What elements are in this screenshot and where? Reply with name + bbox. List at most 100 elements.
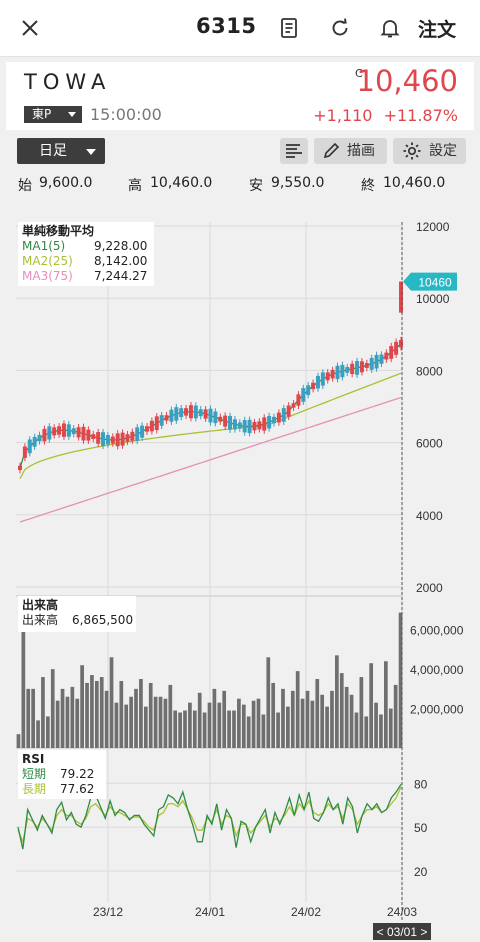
candle-body xyxy=(32,436,37,447)
candle-body xyxy=(47,426,52,440)
volume-bar xyxy=(183,710,187,748)
volume-tick-label: 2,000,000 xyxy=(410,703,464,717)
volume-bar xyxy=(129,696,133,748)
candle-body xyxy=(399,340,403,348)
ma1-label: MA1(5) xyxy=(22,239,66,253)
draw-button[interactable]: 描画 xyxy=(314,138,387,164)
close-icon[interactable] xyxy=(18,16,42,40)
rsi-title: RSI xyxy=(22,752,45,766)
indicator-list-button[interactable] xyxy=(280,138,308,164)
rsi-tick-label: 20 xyxy=(414,865,428,879)
last-price-tag xyxy=(403,272,457,291)
volume-bar xyxy=(364,716,369,748)
chart-canvas[interactable]: 23/12 24/01 24/02 24/0312000100008000600040… xyxy=(0,200,480,942)
change-percent: +11.87% xyxy=(383,106,458,125)
settings-button[interactable]: 設定 xyxy=(393,138,466,164)
volume-bar xyxy=(354,712,359,748)
rsi-legend: RSI 短期 79.22 長期 77.62 xyxy=(18,750,106,799)
candle-body xyxy=(330,369,335,379)
candle-body xyxy=(320,372,325,386)
candle-body xyxy=(379,354,384,364)
volume-bar xyxy=(300,698,305,748)
high-label: 高 xyxy=(128,178,142,194)
rsi-short-value: 79.22 xyxy=(60,767,95,781)
candle-body xyxy=(315,375,320,389)
volume-bar xyxy=(36,720,40,748)
candle-body xyxy=(110,436,115,444)
volume-bar xyxy=(232,710,236,748)
ma-legend-title: 単純移動平均 xyxy=(22,224,95,238)
quote-time: 15:00:00 xyxy=(90,105,162,124)
low-label: 安 xyxy=(249,178,263,194)
volume-bar xyxy=(369,663,374,748)
volume-bar xyxy=(114,702,119,748)
volume-bar xyxy=(251,700,256,748)
period-selector[interactable]: 日足 xyxy=(17,138,105,164)
gear-icon xyxy=(403,142,421,160)
candle-body xyxy=(164,415,169,421)
refresh-icon[interactable] xyxy=(328,16,352,40)
y-tick-label: 6000 xyxy=(416,437,443,451)
volume-bar xyxy=(207,702,212,748)
current-price: 10,460 xyxy=(356,64,458,98)
market-selector[interactable]: 東P xyxy=(24,106,82,123)
document-icon[interactable] xyxy=(277,16,301,40)
volume-bar xyxy=(134,688,138,748)
candle-body xyxy=(242,420,247,433)
volume-bar xyxy=(315,679,320,748)
volume-bar xyxy=(148,682,153,748)
high-value: 10,460.0 xyxy=(150,175,213,191)
volume-bar xyxy=(139,679,143,748)
volume-legend: 出来高 出来高 6,865,500 xyxy=(18,596,136,632)
candle-body xyxy=(140,425,145,438)
candle-body xyxy=(37,434,42,442)
candle-body xyxy=(359,361,364,373)
candle-body xyxy=(345,366,350,373)
candle-body xyxy=(218,416,223,422)
volume-bar xyxy=(222,690,227,748)
chevron-down-icon xyxy=(86,149,96,155)
volume-bar xyxy=(109,657,114,748)
candle-body xyxy=(120,432,125,446)
candle-body xyxy=(374,354,379,369)
candle-body xyxy=(169,409,174,422)
rsi-short-label: 短期 xyxy=(22,767,47,781)
volume-bar xyxy=(153,696,158,748)
volume-bar xyxy=(266,657,271,748)
candle-body xyxy=(228,416,233,430)
volume-bar xyxy=(305,690,310,748)
volume-bar xyxy=(45,716,50,748)
volume-bar xyxy=(188,702,192,748)
change-amount: +1,110 xyxy=(313,106,373,125)
volume-tick-label: 6,000,000 xyxy=(410,624,464,638)
chart-area[interactable]: 23/12 24/01 24/02 24/03 12000 10000 8000 6000 40… xyxy=(0,200,480,942)
candle-body xyxy=(149,420,154,432)
candle-body xyxy=(135,427,140,441)
candle-body xyxy=(335,365,340,380)
candle-body xyxy=(340,364,345,378)
volume-bar xyxy=(379,714,383,748)
draw-label: 描画 xyxy=(347,143,375,159)
volume-bar xyxy=(325,706,329,748)
volume-bar xyxy=(41,677,45,748)
candle-body xyxy=(301,388,306,402)
cursor-date-label: < 03/01 > xyxy=(377,925,428,939)
volume-bar xyxy=(217,702,222,748)
candle-body xyxy=(81,426,86,441)
volume-bar xyxy=(119,680,124,748)
volume-bar xyxy=(339,673,344,748)
candle-body xyxy=(198,409,203,417)
order-button[interactable]: 注文 xyxy=(418,19,457,41)
volume-bar xyxy=(349,694,354,748)
candle-body xyxy=(42,428,47,442)
candle-body xyxy=(262,417,267,431)
volume-bar xyxy=(227,710,231,748)
volume-bar xyxy=(261,714,266,748)
bell-icon[interactable] xyxy=(378,16,402,40)
candle-body xyxy=(105,435,110,445)
y-tick-label: 8000 xyxy=(416,364,443,378)
candle-body xyxy=(145,426,149,432)
last-price-label: 10460 xyxy=(418,276,452,290)
volume-bar xyxy=(241,704,246,748)
candle-body xyxy=(52,427,57,436)
